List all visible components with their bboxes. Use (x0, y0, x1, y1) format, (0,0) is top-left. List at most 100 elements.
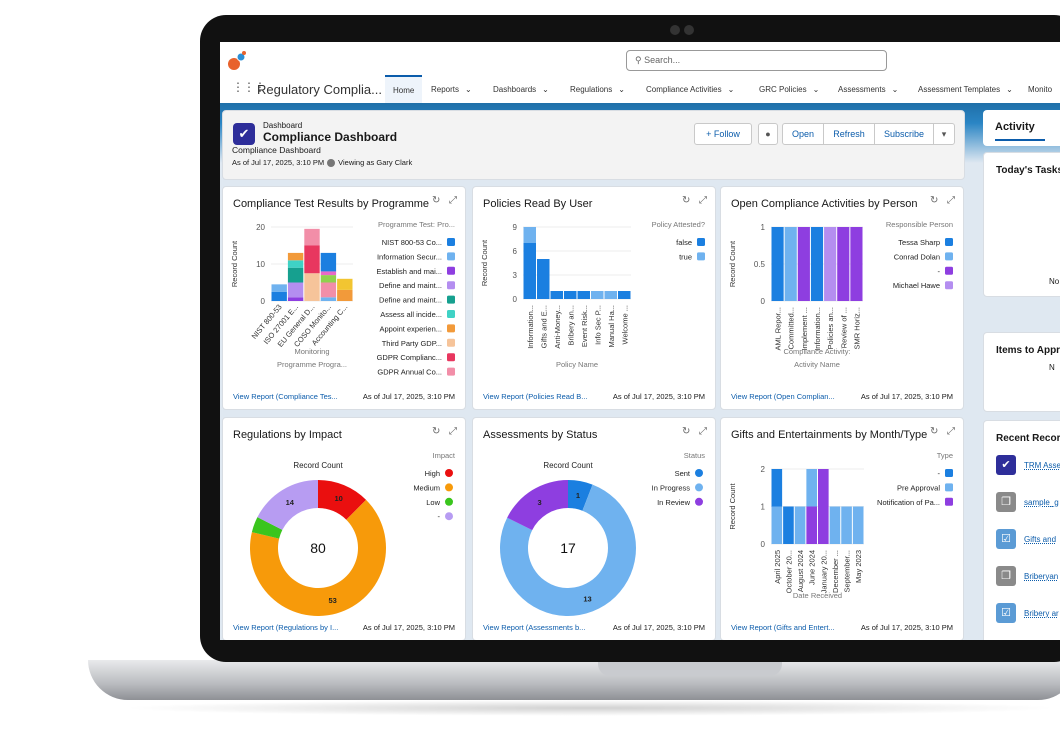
bar-segment[interactable] (320, 271, 337, 276)
bar-segment[interactable] (604, 291, 618, 299)
donut-slice[interactable] (568, 480, 593, 511)
donut-slice[interactable] (251, 517, 283, 539)
view-report-link[interactable]: View Report (Regulations by I... (233, 623, 339, 632)
chevron-down-icon[interactable]: ⌄ (891, 84, 899, 94)
bar-segment[interactable] (287, 252, 304, 261)
donut-slice[interactable] (507, 480, 568, 531)
expand-icon[interactable]: ⤢ (699, 195, 707, 206)
recent-record-item[interactable]: ✔ TRM Asse (996, 455, 1060, 475)
bar-segment[interactable] (337, 278, 353, 290)
app-launcher-icon[interactable]: ⋮⋮⋮ (232, 80, 266, 94)
bar-segment[interactable] (304, 273, 320, 301)
bar-segment[interactable] (784, 227, 797, 301)
bar-segment[interactable] (837, 227, 850, 301)
recent-record-item[interactable]: ❐ Briberyan (996, 566, 1058, 586)
refresh-icon[interactable]: ↻ (682, 195, 691, 206)
recent-record-link[interactable]: Gifts and (1024, 534, 1057, 544)
tab-assessment-templates[interactable]: Assessment Templates ⌄ (912, 75, 1019, 103)
chevron-down-icon[interactable]: ⌄ (812, 84, 820, 94)
bar-segment[interactable] (841, 506, 852, 545)
expand-icon[interactable]: ⤢ (947, 426, 955, 437)
bar-segment[interactable] (523, 243, 537, 299)
donut-slice[interactable] (318, 480, 367, 520)
bar-segment[interactable] (304, 245, 320, 274)
recent-record-link[interactable]: Bribery ar (1024, 608, 1059, 618)
bar-segment[interactable] (320, 275, 337, 283)
refresh-icon[interactable]: ↻ (432, 195, 441, 206)
tab-compliance-activities[interactable]: Compliance Activities ⌄ (640, 75, 740, 103)
bar-segment[interactable] (771, 227, 784, 301)
refresh-button[interactable]: Refresh (823, 123, 875, 145)
bar-segment[interactable] (771, 506, 783, 545)
bar-segment[interactable] (287, 282, 304, 298)
refresh-icon[interactable]: ↻ (930, 426, 939, 437)
bar-segment[interactable] (818, 469, 829, 544)
bar-segment[interactable] (287, 297, 304, 301)
donut-slice[interactable] (257, 480, 318, 530)
bar-segment[interactable] (550, 291, 564, 299)
more-actions-dropdown[interactable]: ▾ (933, 123, 955, 145)
follow-button[interactable]: + Follow (694, 123, 752, 145)
bar-segment[interactable] (618, 291, 631, 299)
tab-dashboards[interactable]: Dashboards ⌄ (487, 75, 555, 103)
bar-segment[interactable] (806, 469, 817, 507)
chevron-down-icon[interactable]: ⌄ (1006, 84, 1013, 94)
view-report-link[interactable]: View Report (Policies Read B... (483, 392, 588, 401)
bar-segment[interactable] (591, 291, 604, 299)
search-input[interactable]: ⚲ Search... (626, 50, 887, 71)
bar-segment[interactable] (797, 227, 810, 301)
bar-segment[interactable] (806, 506, 817, 545)
bar-segment[interactable] (271, 291, 287, 301)
bar-segment[interactable] (320, 252, 337, 272)
tab-reports[interactable]: Reports ⌄ (425, 75, 478, 103)
expand-icon[interactable]: ⤢ (449, 195, 457, 206)
tab-activity[interactable]: Activity (995, 121, 1045, 141)
donut-slice[interactable] (500, 484, 636, 616)
bar-segment[interactable] (537, 259, 550, 299)
bar-segment[interactable] (852, 506, 864, 545)
bar-segment[interactable] (337, 289, 353, 301)
expand-icon[interactable]: ⤢ (947, 195, 955, 206)
bar-segment[interactable] (824, 227, 837, 301)
recent-record-link[interactable]: TRM Asse (1024, 460, 1060, 470)
bar-segment[interactable] (304, 228, 320, 246)
bar-segment[interactable] (287, 260, 304, 268)
chevron-down-icon[interactable]: ⌄ (618, 84, 625, 94)
chevron-down-icon[interactable]: ⌄ (542, 84, 549, 94)
tab-home[interactable]: Home (385, 75, 423, 103)
bar-segment[interactable] (271, 284, 287, 292)
recent-record-link[interactable]: Briberyan (1024, 571, 1059, 581)
chevron-down-icon[interactable]: ⌄ (465, 84, 472, 94)
bar-segment[interactable] (829, 506, 841, 545)
recent-record-item[interactable]: ☑ Bribery ar (996, 603, 1059, 623)
expand-icon[interactable]: ⤢ (449, 426, 457, 437)
recent-record-item[interactable]: ☑ Gifts and (996, 529, 1056, 549)
tab-regulations[interactable]: Regulations ⌄ (564, 75, 631, 103)
bar-segment[interactable] (564, 291, 577, 299)
expand-icon[interactable]: ⤢ (699, 426, 707, 437)
tab-monitoring[interactable]: Monito (1028, 75, 1052, 103)
bar-segment[interactable] (810, 227, 824, 301)
bar-segment[interactable] (320, 297, 337, 301)
bar-segment[interactable] (771, 469, 783, 507)
view-report-link[interactable]: View Report (Open Complian... (731, 392, 835, 401)
bar-segment[interactable] (850, 227, 863, 301)
refresh-icon[interactable]: ↻ (930, 195, 939, 206)
view-report-link[interactable]: View Report (Gifts and Entert... (731, 623, 835, 632)
collaborate-icon[interactable]: ● (758, 123, 778, 145)
subscribe-button[interactable]: Subscribe (874, 123, 934, 145)
recent-record-item[interactable]: ❐ sample_g (996, 492, 1059, 512)
tab-grc-policies[interactable]: GRC Policies ⌄ (753, 75, 825, 103)
tab-assessments[interactable]: Assessments ⌄ (832, 75, 904, 103)
bar-segment[interactable] (287, 267, 304, 283)
refresh-icon[interactable]: ↻ (432, 426, 441, 437)
bar-segment[interactable] (320, 282, 337, 298)
view-report-link[interactable]: View Report (Compliance Tes... (233, 392, 338, 401)
open-button[interactable]: Open (782, 123, 824, 145)
bar-segment[interactable] (794, 506, 806, 545)
recent-record-link[interactable]: sample_g (1024, 497, 1059, 507)
refresh-icon[interactable]: ↻ (682, 426, 691, 437)
chevron-down-icon[interactable]: ⌄ (727, 84, 735, 94)
bar-segment[interactable] (523, 227, 537, 243)
bar-segment[interactable] (783, 506, 794, 545)
